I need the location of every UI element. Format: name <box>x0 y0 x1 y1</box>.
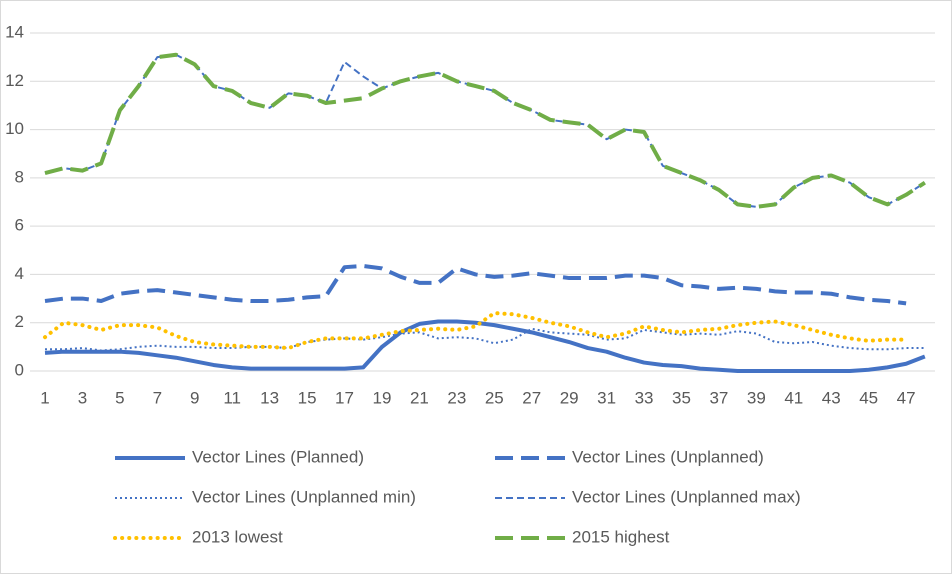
x-tick-label: 39 <box>747 388 766 407</box>
x-tick-label: 43 <box>822 388 841 407</box>
y-tick-label: 6 <box>15 216 24 235</box>
legend-label: Vector Lines (Planned) <box>192 447 364 466</box>
x-tick-label: 47 <box>897 388 916 407</box>
x-tick-label: 35 <box>672 388 691 407</box>
series-line <box>43 311 909 351</box>
x-tick-label: 9 <box>190 388 199 407</box>
x-tick-label: 45 <box>859 388 878 407</box>
series-line <box>45 327 925 352</box>
x-tick-label: 33 <box>635 388 654 407</box>
legend-label: Vector Lines (Unplanned max) <box>572 487 801 506</box>
legend-item: Vector Lines (Planned) <box>115 447 364 466</box>
x-tick-label: 23 <box>447 388 466 407</box>
legend-label: 2015 highest <box>572 527 670 546</box>
x-tick-label: 41 <box>784 388 803 407</box>
y-tick-label: 0 <box>15 360 24 379</box>
y-tick-label: 4 <box>15 264 24 283</box>
x-tick-label: 37 <box>709 388 728 407</box>
series-line <box>44 52 926 209</box>
x-tick-label: 1 <box>40 388 49 407</box>
series-line <box>44 263 907 306</box>
legend-item: Vector Lines (Unplanned max) <box>495 487 801 506</box>
x-tick-label: 19 <box>372 388 391 407</box>
x-tick-label: 7 <box>153 388 162 407</box>
y-tick-label: 2 <box>15 312 24 331</box>
x-tick-label: 25 <box>485 388 504 407</box>
x-tick-label: 3 <box>78 388 87 407</box>
y-tick-label: 10 <box>5 119 24 138</box>
x-tick-label: 11 <box>223 388 241 407</box>
y-tick-label: 14 <box>5 22 24 41</box>
x-tick-label: 13 <box>260 388 279 407</box>
y-tick-label: 8 <box>15 167 24 186</box>
x-tick-label: 31 <box>597 388 616 407</box>
legend-label: Vector Lines (Unplanned) <box>572 447 764 466</box>
legend-label: Vector Lines (Unplanned min) <box>192 487 416 506</box>
legend-item: Vector Lines (Unplanned) <box>495 447 764 466</box>
y-tick-label: 12 <box>5 71 24 90</box>
legend-item: 2015 highest <box>495 527 670 546</box>
x-tick-label: 5 <box>115 388 124 407</box>
legend-item: Vector Lines (Unplanned min) <box>115 487 416 506</box>
x-tick-label: 21 <box>410 388 429 407</box>
legend-label: 2013 lowest <box>192 527 283 546</box>
legend-item: 2013 lowest <box>113 527 283 546</box>
x-tick-label: 27 <box>522 388 541 407</box>
series-line <box>44 319 926 373</box>
x-tick-label: 15 <box>298 388 317 407</box>
x-tick-label: 29 <box>560 388 579 407</box>
x-tick-label: 17 <box>335 388 354 407</box>
